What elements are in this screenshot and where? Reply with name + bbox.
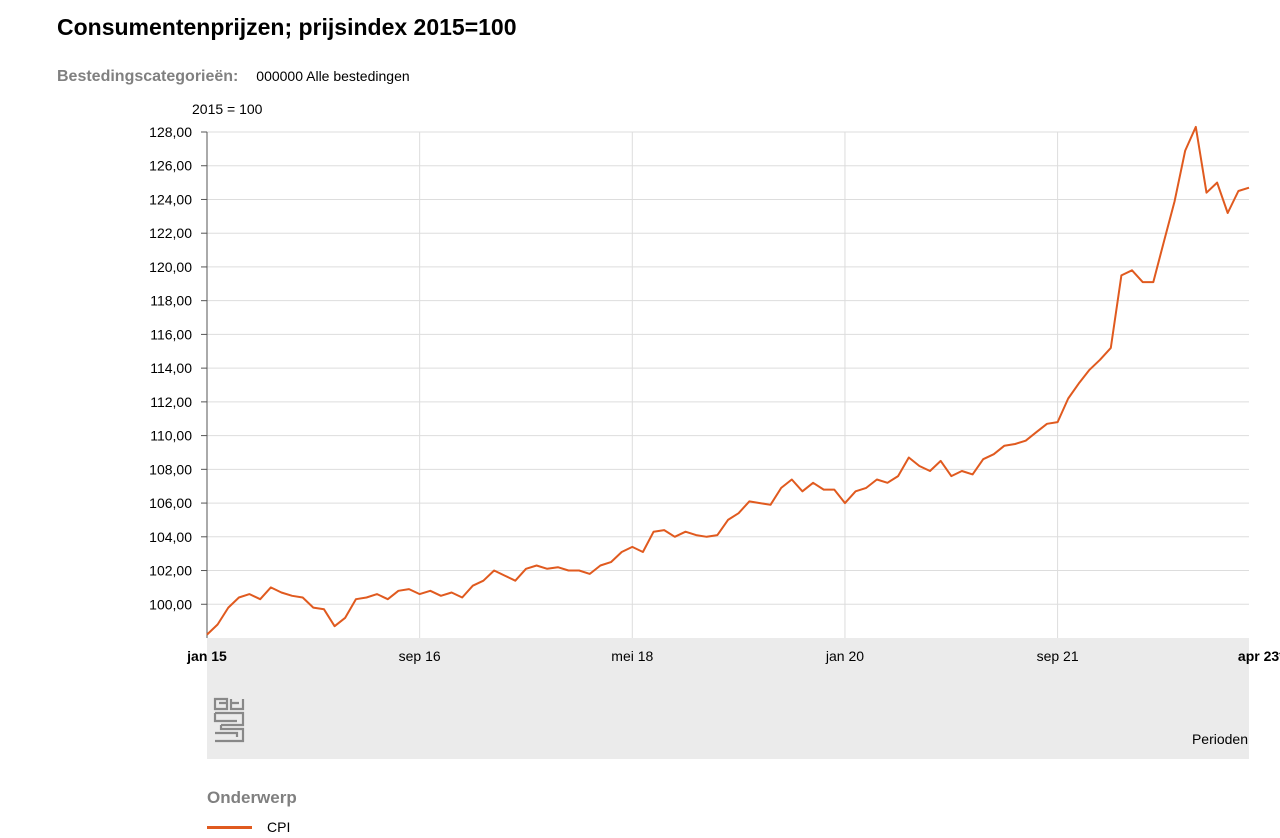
y-tick-label: 112,00	[150, 394, 192, 410]
x-tick-label: sep 21	[1037, 648, 1079, 664]
y-tick-label: 102,00	[149, 563, 192, 579]
y-tick-label: 122,00	[149, 225, 192, 241]
x-axis: jan 15 sep 16 mei 18 jan 20 sep 21 apr 23*	[186, 648, 1280, 664]
x-axis-title: Perioden	[1192, 731, 1248, 747]
legend-swatch	[207, 825, 252, 829]
y-tick-label: 106,00	[149, 495, 192, 511]
y-tick-label: 116,00	[150, 326, 192, 342]
y-tick-label: 128,00	[149, 124, 192, 140]
filter-label: Bestedingscategorieën:	[57, 68, 239, 85]
series-layer	[206, 125, 1250, 636]
filter-value[interactable]: 000000 Alle bestedingen	[256, 68, 410, 84]
y-tick-label: 110,00	[150, 428, 192, 444]
x-tick-label: jan 20	[825, 648, 864, 664]
x-tick-label: mei 18	[611, 648, 653, 664]
y-tick-label: 126,00	[149, 158, 192, 174]
y-tick-label: 108,00	[149, 461, 192, 477]
chart-grid	[207, 131, 1249, 638]
page-title: Consumentenprijzen; prijsindex 2015=100	[57, 14, 517, 40]
y-tick-label: 104,00	[149, 529, 192, 545]
y-tick-label: 100,00	[149, 596, 192, 612]
x-tick-label: sep 16	[399, 648, 441, 664]
legend-title: Onderwerp	[207, 788, 297, 807]
filter-row: Bestedingscategorieën: 000000 Alle beste…	[57, 68, 410, 86]
footer-background	[207, 638, 1249, 759]
x-tick-label: jan 15	[186, 648, 227, 664]
legend-item-cpi[interactable]: CPI	[207, 819, 290, 835]
y-axis-unit-label: 2015 = 100	[192, 101, 263, 117]
y-tick-label: 120,00	[149, 259, 192, 275]
legend-item-label: CPI	[267, 819, 291, 835]
y-axis: 100,00 102,00 104,00 106,00 108,00 110,00 112,…	[149, 124, 208, 638]
y-tick-label: 124,00	[149, 191, 192, 207]
y-tick-label: 114,00	[150, 360, 192, 376]
series-line-cpi[interactable]	[206, 125, 1250, 636]
line-chart: 100,00 102,00 104,00 106,00 108,00 110,00 112,…	[149, 101, 1280, 759]
y-tick-label: 118,00	[150, 293, 192, 309]
cbs-logo-icon	[213, 697, 245, 743]
chart-footer	[207, 638, 1249, 759]
x-tick-label: apr 23*	[1238, 648, 1280, 664]
